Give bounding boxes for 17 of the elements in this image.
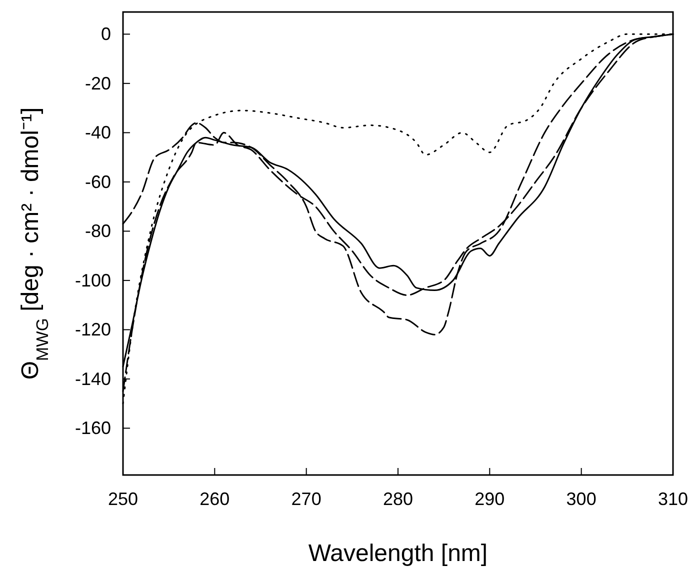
x-axis-title: Wavelength [nm] (308, 540, 488, 567)
y-tick-label: -20 (84, 73, 111, 94)
x-tick-label: 290 (474, 489, 505, 509)
y-tick-label: -160 (74, 418, 111, 438)
y-tick-label: 0 (100, 24, 111, 44)
x-tick-label: 270 (291, 489, 322, 509)
x-tick-label: 310 (658, 489, 688, 509)
y-tick-label: -40 (84, 122, 111, 143)
y-tick-label: -60 (84, 172, 111, 192)
y-tick-label: -80 (84, 221, 111, 242)
x-tick-label: 300 (566, 489, 596, 509)
x-tick-label: 260 (200, 489, 230, 509)
x-tick-label: 250 (108, 489, 138, 509)
y-tick-label: -140 (74, 368, 111, 389)
y-tick-label: -120 (74, 320, 111, 340)
y-tick-label: -100 (74, 270, 111, 290)
x-tick-label: 280 (382, 489, 414, 509)
